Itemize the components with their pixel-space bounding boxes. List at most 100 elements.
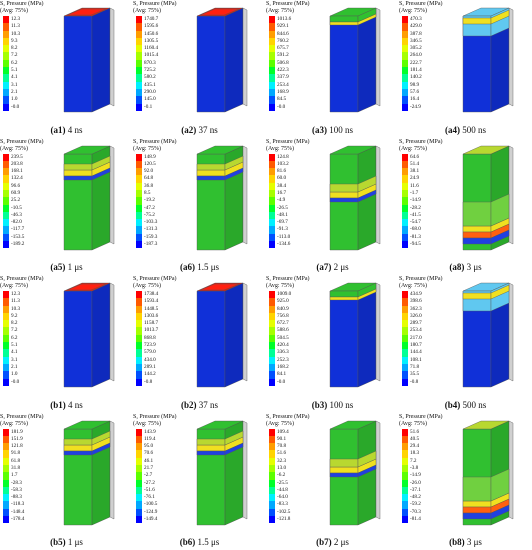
specimen-column [196,282,248,388]
legend-value: 81.6 [277,168,287,175]
legend-swatch [136,334,142,343]
legend-swatch [269,371,275,379]
stress-core-front [462,17,492,25]
legend-swatch [402,334,408,343]
stress-band-upper-front [196,169,226,176]
panel-id: (b8) [449,537,465,547]
legend-swatch [136,226,142,234]
legend-swatch [3,52,9,60]
legend-swatch [269,320,275,328]
legend-value: -68.0 [410,226,421,233]
legend-swatch [136,67,142,75]
stress-band-front [329,290,359,298]
legend-value: 1.7 [11,472,18,479]
stress-band-lower-front [329,472,359,477]
legend-swatch [269,342,275,350]
pressure-legend: 239.5 203.8 168.1 132.4 96.6 60.9 25.2 -10.5 -46… [3,153,47,249]
legend-row: 144.2 [136,371,180,379]
legend-swatch [3,378,9,386]
legend-value: 46.1 [144,457,154,464]
legend-row: -113.0 [269,233,313,242]
legend-header-line1: S, Pressure (MPa) [0,138,44,145]
legend-row: -69.7 [269,219,313,227]
legend-swatch [136,153,142,161]
legend-header: S, Pressure (MPa) (Avg: 75%) [133,1,177,15]
legend-value: -94.5 [410,241,421,248]
legend-value: -6.2 [277,472,286,479]
legend-row: -2.7 [136,472,180,480]
legend-value: 11.3 [11,298,20,305]
legend-value: 1738.4 [144,291,159,297]
legend-row: 868.8 [136,334,180,343]
stress-halo-front [462,201,492,226]
legend-value: 12.3 [11,16,21,22]
legend-row: 723.9 [136,342,180,350]
legend-swatch [136,59,142,68]
stress-band-upper-front [329,466,359,473]
stress-band-upper-front [462,500,492,507]
side-shade [225,8,243,112]
legend-row: 289.1 [136,363,180,372]
legend-value: 168.2 [277,363,289,370]
legend-row: 1450.6 [136,30,180,38]
legend-row: 124.8 [269,153,313,161]
panel-b3: S, Pressure (MPa) (Avg: 75%) 1009.0 925.0 84… [266,275,399,413]
legend-value: -64.0 [277,494,288,501]
legend-row: 168.9 [269,88,313,97]
legend-value: -148.4 [11,508,25,515]
legend-row: 36.8 [136,182,180,190]
legend-value: 264.0 [410,52,422,59]
legend-swatch [402,59,408,68]
legend-row: 337.9 [269,74,313,82]
legend-value: 868.8 [144,334,156,341]
legend-swatch [402,219,408,227]
specimen-column [329,7,381,113]
legend-value: 140.2 [410,74,422,81]
legend-value: 1013.7 [144,327,159,334]
legend-row: 925.0 [269,298,313,306]
legend-row: -159.3 [136,233,180,242]
legend-value: 51.4 [410,160,420,167]
legend-swatch [402,486,408,495]
legend-swatch [269,241,275,249]
casing-edge [508,282,514,382]
legend-value: -118.3 [11,501,25,508]
legend-value: -46.3 [11,211,22,218]
legend-swatch [136,204,142,212]
legend-row: 12.3 [3,16,47,24]
legend-value: 3.1 [11,356,18,363]
legend-row: 38.1 [402,168,446,176]
legend-swatch [402,160,408,169]
legend-swatch [3,516,9,524]
legend-row: -47.2 [136,204,180,212]
legend-swatch [269,305,275,313]
legend-row: 591.2 [269,52,313,60]
legend-row: 1158.7 [136,320,180,328]
legend-row: 253.4 [402,327,446,335]
panel-id: (b3) [311,399,328,410]
legend-swatch [136,320,142,328]
legend-row: 470.3 [402,16,446,24]
legend-value: 7.2 [410,457,417,464]
legend-value: 31.8 [11,464,21,471]
hot-spot [66,8,107,16]
legend-row: -134.6 [269,241,313,249]
legend-value: -2.7 [144,472,153,479]
legend-value: -24.9 [410,103,421,110]
legend-swatch [3,103,9,111]
casing-edge [109,420,115,519]
legend-row: -83.3 [269,501,313,509]
legend-row: 3.1 [3,81,47,89]
legend-row: 9.2 [3,312,47,321]
specimen-column [462,7,514,113]
legend-value: 168.1 [11,168,23,175]
legend-swatch [3,16,9,24]
legend-swatch [3,241,9,249]
panel-id: (a8) [449,262,465,272]
panel-a4: S, Pressure (MPa) (Avg: 75%) 470.3 429.0 387… [399,0,532,138]
legend-value: 144.4 [410,349,422,356]
legend-swatch [136,175,142,183]
legend-value: -0.0 [11,378,20,385]
legend-row: -28.3 [3,479,47,487]
legend-row: -27.2 [136,479,180,487]
